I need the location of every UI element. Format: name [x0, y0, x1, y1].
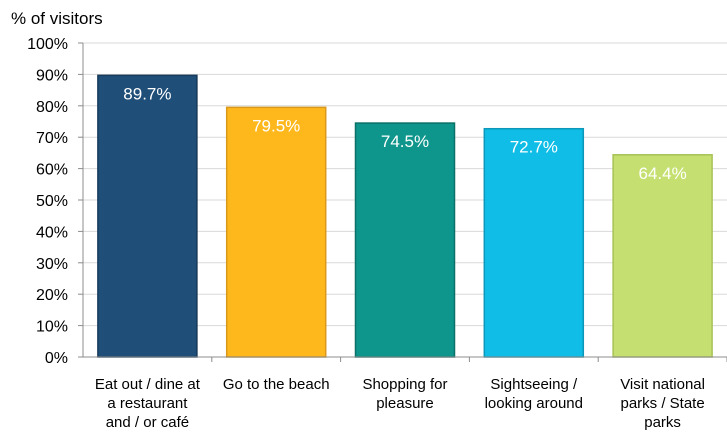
y-tick-label: 50%	[36, 193, 68, 210]
y-tick-label: 0%	[45, 350, 68, 367]
category-label: Go to the beach	[223, 376, 330, 393]
y-tick-label: 40%	[36, 224, 68, 241]
y-axis-ticks: 0% 10% 20% 30% 40% 50% 60% 70% 80% 90% 100%	[27, 36, 84, 367]
category-label: Sightseeing / looking around	[485, 376, 583, 412]
y-tick-label: 20%	[36, 287, 68, 304]
category-label: Visit national parks / State parks	[620, 376, 705, 431]
y-tick-label: 80%	[36, 99, 68, 116]
bars	[97, 74, 713, 358]
bar	[354, 122, 456, 358]
y-tick-label: 60%	[36, 162, 68, 179]
data-label: 74.5%	[381, 132, 429, 151]
y-tick-label: 90%	[36, 67, 68, 84]
data-label: 64.4%	[638, 164, 686, 183]
y-axis-label: % of visitors	[11, 9, 103, 28]
bar	[97, 74, 198, 358]
data-labels: 89.7% 79.5% 74.5% 72.7% 64.4%	[123, 84, 686, 182]
y-tick-label: 70%	[36, 130, 68, 147]
y-tick-label: 30%	[36, 256, 68, 273]
category-labels: Eat out / dine at a restaurant and / or ca…	[95, 357, 727, 431]
data-label: 72.7%	[510, 138, 558, 157]
y-tick-label: 100%	[27, 36, 68, 53]
bar	[483, 127, 585, 358]
bar	[225, 106, 327, 358]
data-label: 79.5%	[252, 116, 300, 135]
bar	[612, 154, 713, 358]
data-label: 89.7%	[123, 84, 171, 103]
y-tick-label: 10%	[36, 319, 68, 336]
category-label: Shopping for pleasure	[362, 376, 447, 412]
category-label: Eat out / dine at a restaurant and / or ca…	[95, 376, 201, 431]
